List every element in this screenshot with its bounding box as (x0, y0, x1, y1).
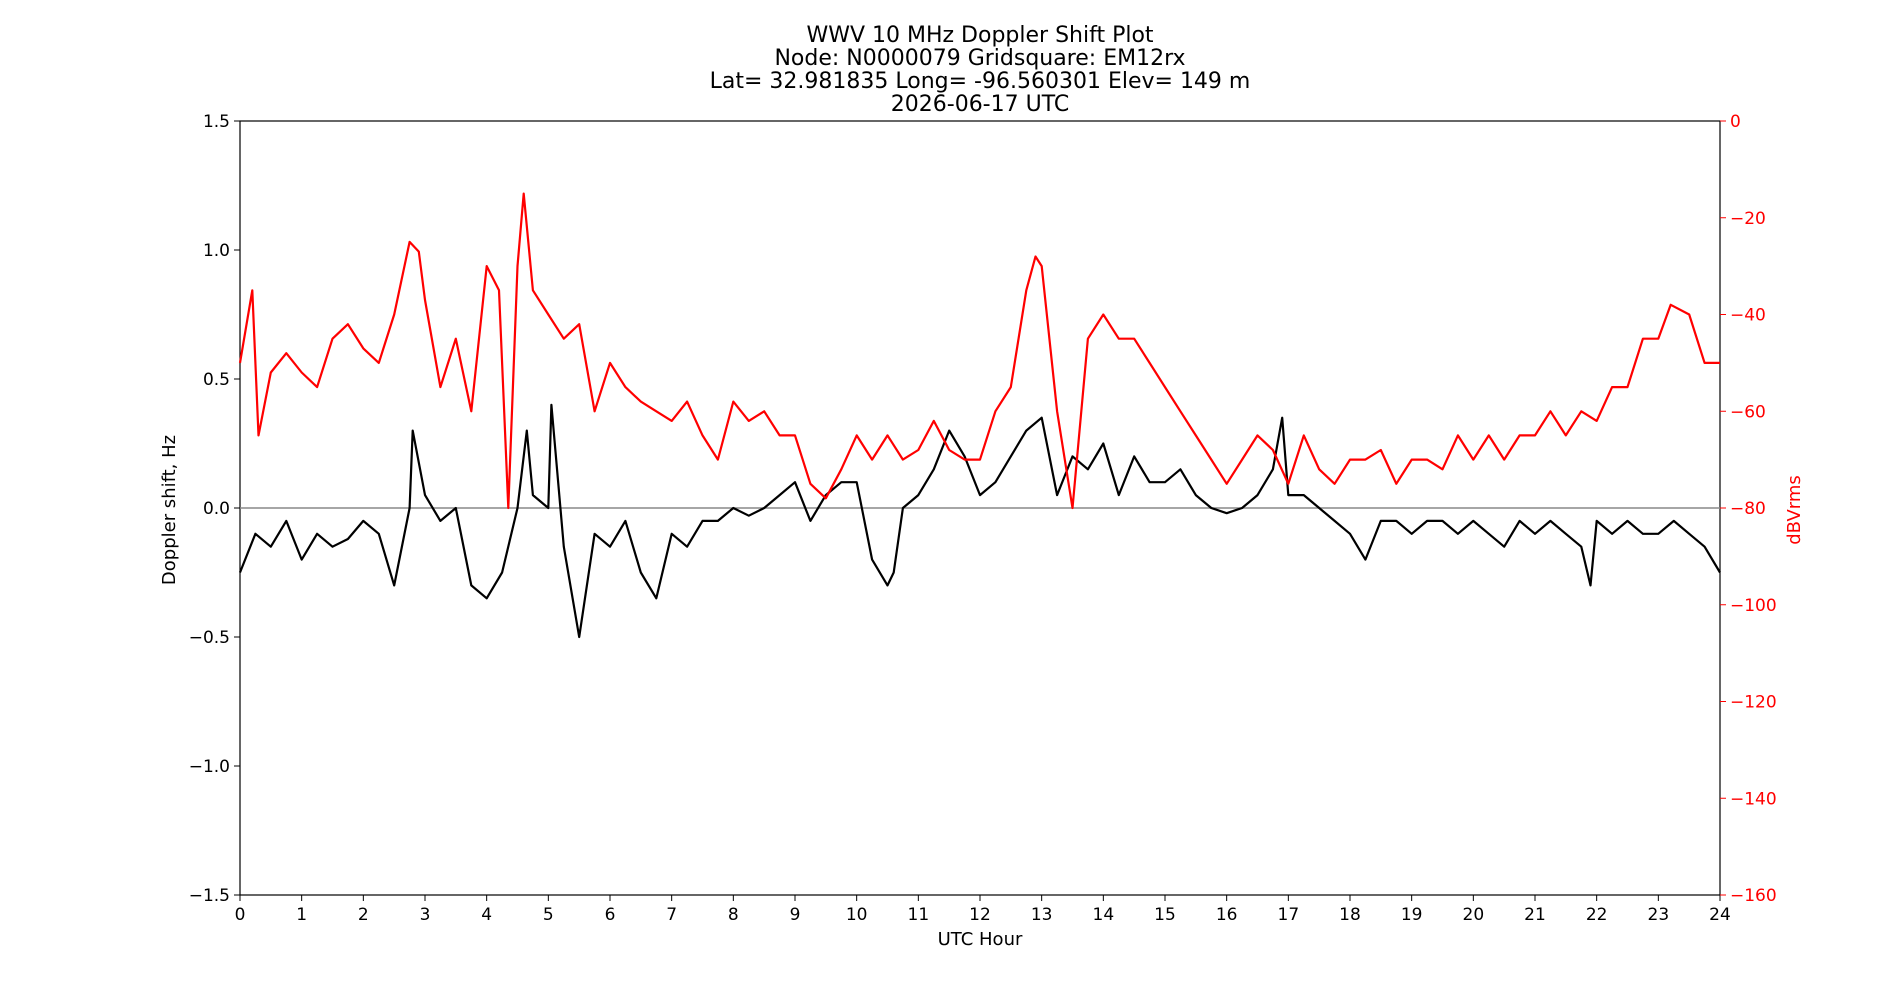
chart-title: WWV 10 MHz Doppler Shift Plot Node: N000… (710, 23, 1251, 117)
y2-tick-label: −140 (1730, 789, 1777, 809)
x-tick-label: 16 (1216, 905, 1238, 925)
y-tick-label: −0.5 (189, 628, 230, 648)
x-tick-label: 12 (969, 905, 991, 925)
x-tick-label: 2 (358, 905, 369, 925)
y-tick-label: 0.0 (203, 499, 230, 519)
y2-tick-label: −40 (1730, 306, 1766, 326)
x-tick-label: 7 (666, 905, 677, 925)
y2-tick-label: −120 (1730, 693, 1777, 713)
x-tick-label: 8 (728, 905, 739, 925)
title-line-4: 2026-06-17 UTC (891, 92, 1069, 117)
x-tick-label: 3 (420, 905, 431, 925)
y-tick-label: −1.0 (189, 757, 230, 777)
y2-tick-label: −20 (1730, 209, 1766, 229)
plot-area: 0 1 2 3 4 5 6 7 8 9 10 11 12 13 14 15 16 17 18 19 20 21 22 23 24… (189, 112, 1777, 925)
y-tick-label: −1.5 (189, 886, 230, 906)
x-tick-label: 6 (605, 905, 616, 925)
x-tick-label: 4 (481, 905, 492, 925)
x-tick-label: 17 (1278, 905, 1300, 925)
x-tick-label: 1 (296, 905, 307, 925)
y-tick-label: 1.0 (203, 241, 230, 261)
y2-tick-label: −80 (1730, 499, 1766, 519)
x-axis-label: UTC Hour (938, 929, 1023, 950)
x-tick-label: 14 (1093, 905, 1115, 925)
x-tick-label: 22 (1586, 905, 1608, 925)
title-line-1: WWV 10 MHz Doppler Shift Plot (806, 23, 1153, 48)
y2-tick-label: −160 (1730, 886, 1777, 906)
y2-tick-label: −60 (1730, 402, 1766, 422)
x-tick-label: 11 (908, 905, 930, 925)
x-tick-label: 19 (1401, 905, 1423, 925)
y-tick-label: 1.5 (203, 112, 230, 132)
x-tick-label: 18 (1339, 905, 1361, 925)
x-tick-label: 0 (235, 905, 246, 925)
x-tick-label: 9 (790, 905, 801, 925)
x-tick-label: 5 (543, 905, 554, 925)
doppler-series-line (238, 403, 1721, 639)
x-tick-label: 24 (1709, 905, 1731, 925)
x-tick-label: 23 (1648, 905, 1670, 925)
x-tick-label: 13 (1031, 905, 1053, 925)
power-series-line (238, 192, 1720, 510)
y2-tick-label: 0 (1730, 112, 1741, 132)
y-tick-label: 0.5 (203, 370, 230, 390)
x-tick-label: 20 (1463, 905, 1485, 925)
x-tick-label: 21 (1524, 905, 1546, 925)
title-line-3: Lat= 32.981835 Long= -96.560301 Elev= 14… (710, 69, 1251, 94)
x-tick-label: 15 (1154, 905, 1176, 925)
y2-axis-label: dBVrms (1784, 475, 1805, 545)
y2-tick-label: −100 (1730, 596, 1777, 616)
y-axis-label: Doppler shift, Hz (159, 435, 180, 585)
x-tick-label: 10 (846, 905, 868, 925)
title-line-2: Node: N0000079 Gridsquare: EM12rx (774, 46, 1185, 71)
